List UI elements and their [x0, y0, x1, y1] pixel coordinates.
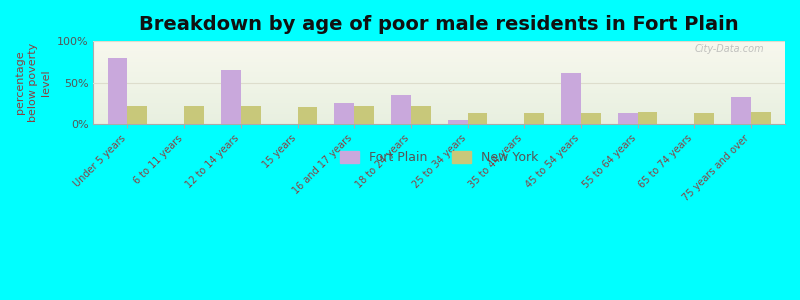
Bar — [354, 106, 374, 124]
Bar — [298, 107, 318, 124]
Bar — [221, 70, 241, 124]
Legend: Fort Plain, New York: Fort Plain, New York — [335, 146, 543, 169]
Bar — [581, 113, 601, 124]
Bar — [448, 120, 467, 124]
Bar — [467, 113, 487, 124]
Bar — [694, 113, 714, 124]
Bar — [184, 106, 204, 124]
Bar — [618, 113, 638, 124]
Bar — [127, 106, 147, 124]
Title: Breakdown by age of poor male residents in Fort Plain: Breakdown by age of poor male residents … — [139, 15, 739, 34]
Bar — [731, 98, 751, 124]
Bar — [561, 73, 581, 124]
Y-axis label: percentage
below poverty
level: percentage below poverty level — [15, 43, 51, 122]
Bar — [108, 58, 127, 124]
Bar — [638, 112, 658, 124]
Text: City-Data.com: City-Data.com — [694, 44, 764, 54]
Bar — [524, 113, 544, 124]
Bar — [391, 95, 411, 124]
Bar — [751, 112, 771, 124]
Bar — [334, 103, 354, 124]
Bar — [241, 106, 261, 124]
Bar — [411, 106, 430, 124]
